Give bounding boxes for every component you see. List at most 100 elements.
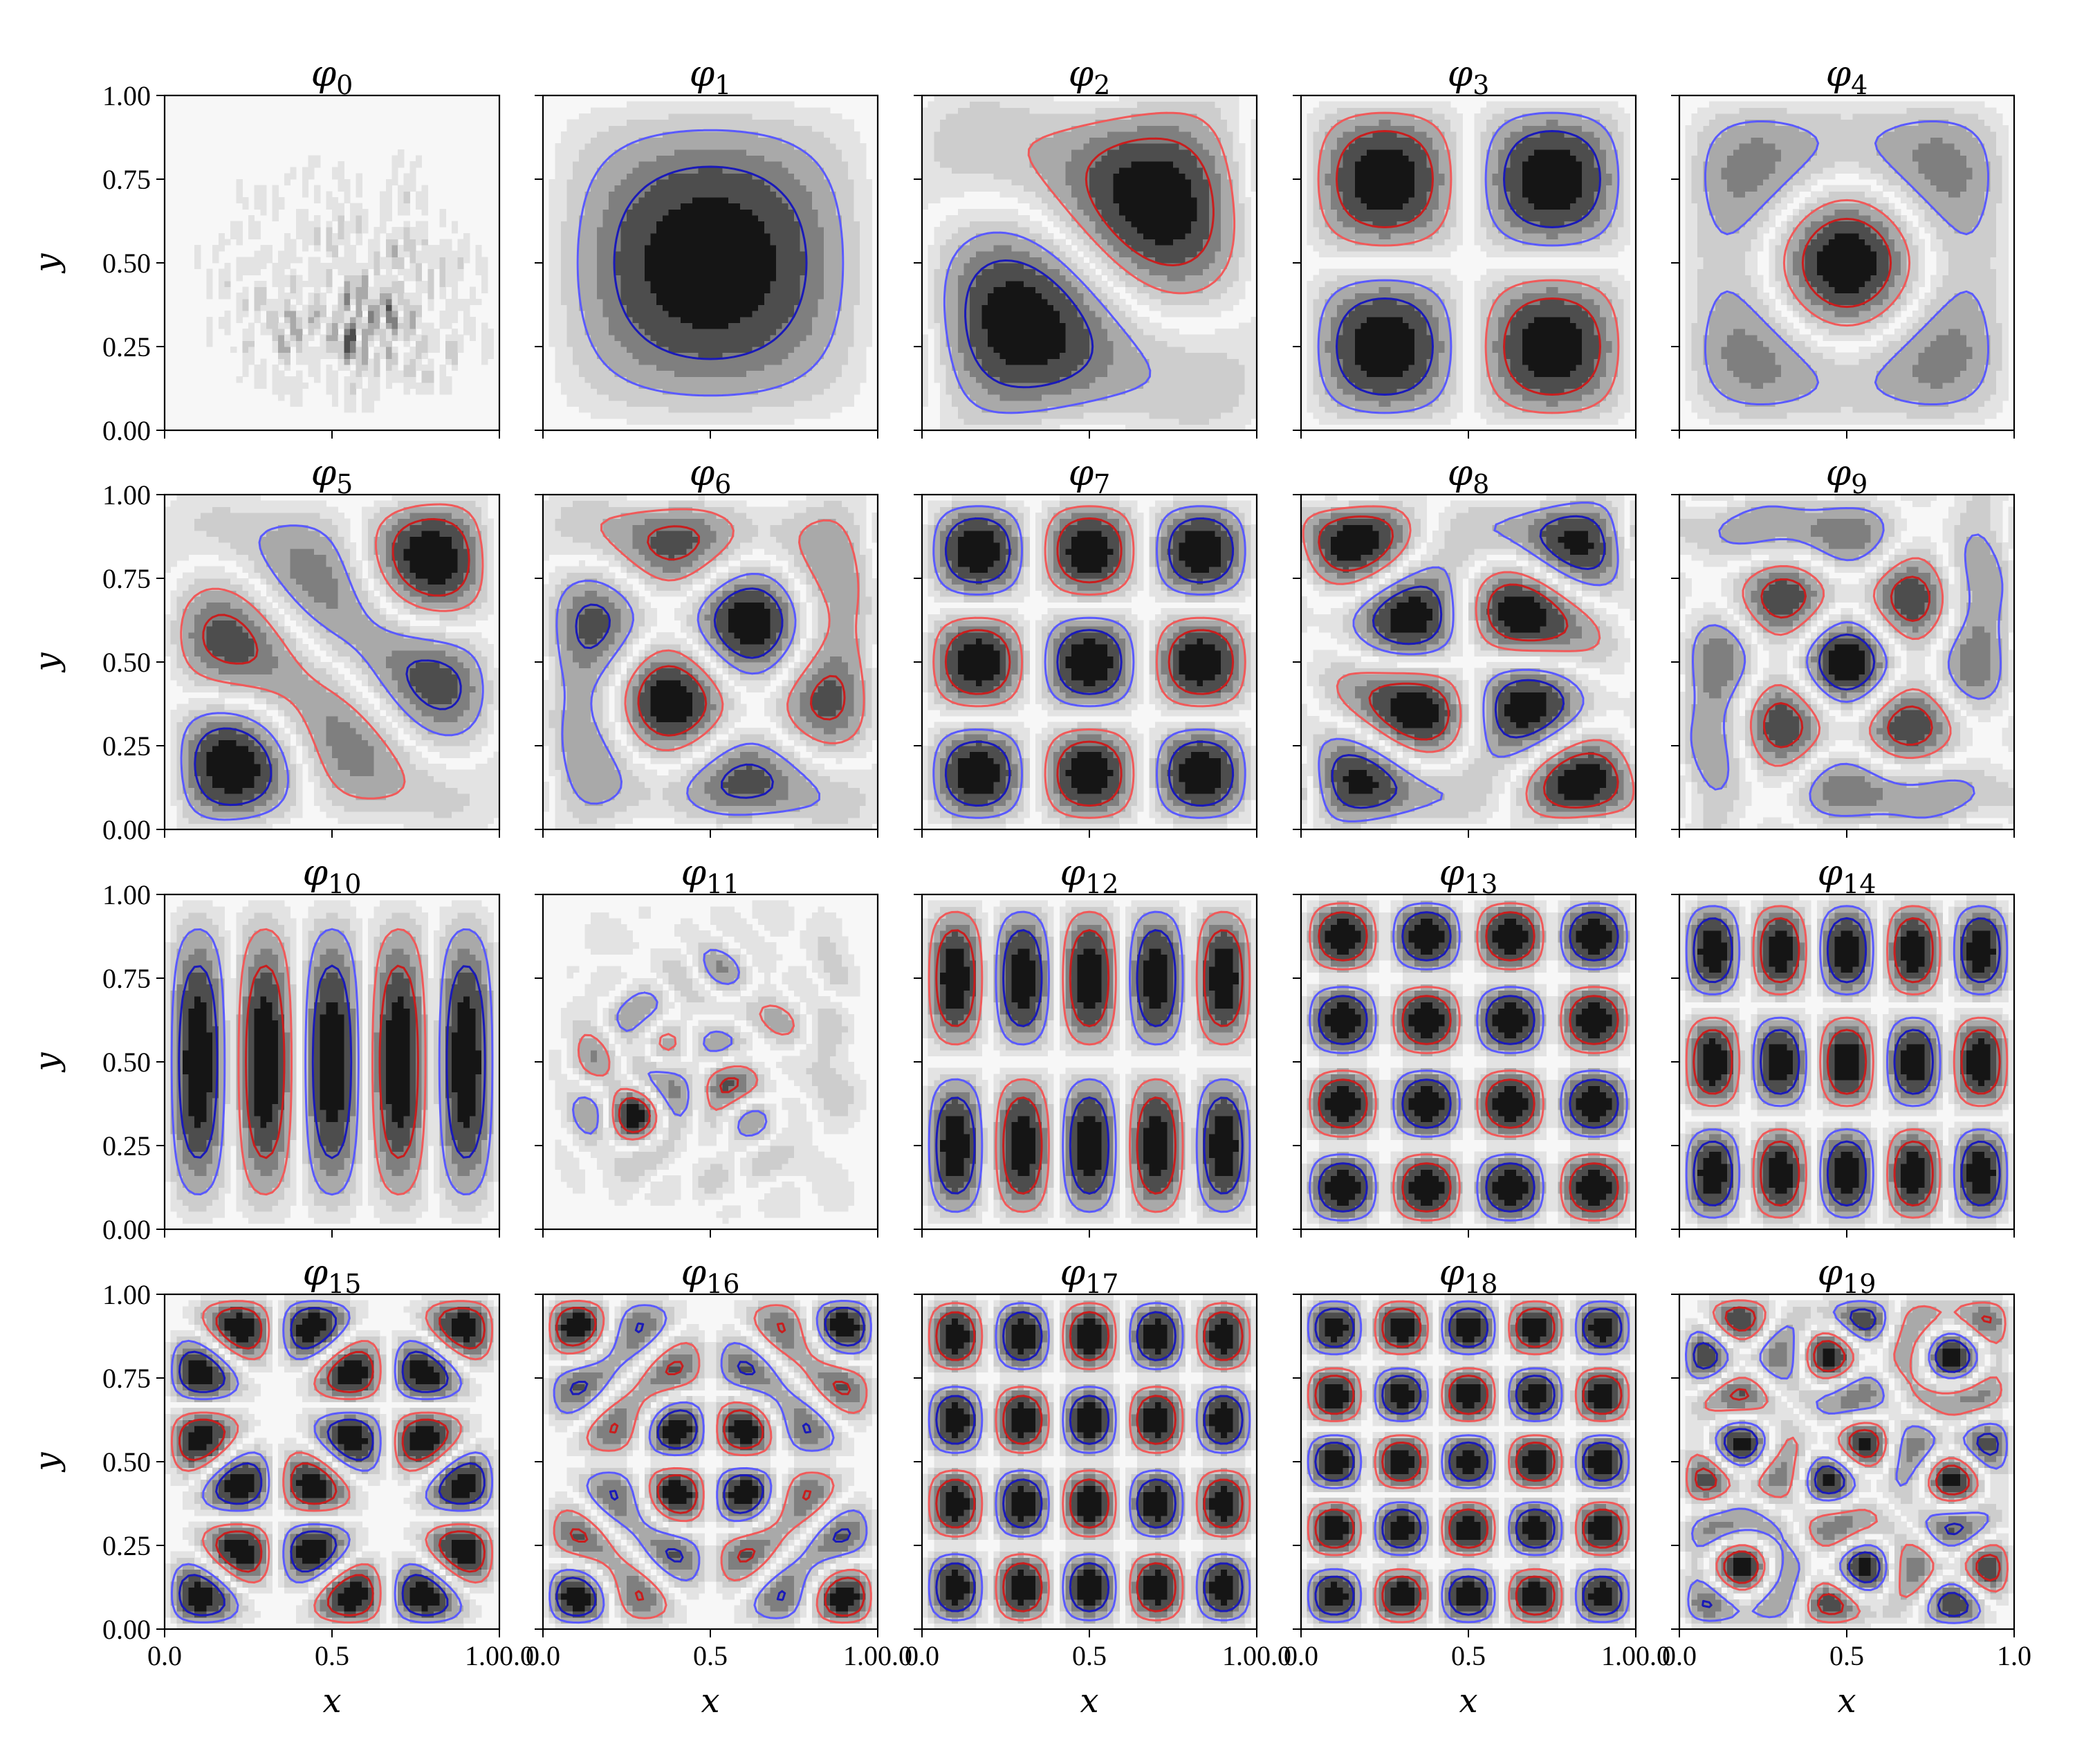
heatmap-cell: [344, 299, 350, 305]
heatmap-cell: [260, 191, 266, 197]
heatmap-cell: [326, 340, 332, 347]
heatmap-cell: [788, 371, 794, 377]
heatmap-cell: [255, 185, 261, 192]
heatmap-cell: [806, 389, 812, 395]
heatmap-cell: [445, 281, 452, 287]
heatmap-cell: [296, 275, 302, 281]
heatmap-cell: [386, 365, 392, 371]
heatmap-cell: [597, 389, 603, 395]
heatmap-cell: [409, 251, 416, 257]
heatmap-cell: [374, 358, 380, 365]
heatmap-cell: [356, 329, 362, 335]
heatmap-cell: [561, 383, 567, 389]
heatmap-cell: [332, 251, 338, 257]
heatmap-cell: [255, 233, 261, 239]
heatmap-cell: [609, 406, 615, 412]
heatmap-cell: [656, 358, 663, 365]
heatmap-cell: [273, 281, 279, 287]
heatmap-cell: [470, 322, 476, 329]
panel-title: φ0: [311, 53, 353, 100]
heatmap-cell: [651, 358, 657, 365]
heatmap-cell: [380, 203, 386, 210]
heatmap-cell: [440, 269, 446, 275]
heatmap-cell: [758, 401, 764, 407]
heatmap-cell: [812, 401, 818, 407]
heatmap-cell: [404, 329, 410, 335]
heatmap-cell: [242, 311, 248, 317]
heatmap-cell: [386, 257, 392, 263]
heatmap-cell: [409, 317, 416, 323]
heatmap-cell: [409, 239, 416, 245]
heatmap-cell: [344, 227, 350, 233]
heatmap-cell: [686, 412, 692, 419]
heatmap-cell: [207, 322, 213, 329]
heatmap-cell: [645, 401, 651, 407]
heatmap-cell: [458, 239, 464, 245]
heatmap-cell: [380, 305, 386, 311]
heatmap-cell: [362, 389, 368, 395]
heatmap-cell: [597, 401, 603, 407]
heatmap-cell: [362, 317, 368, 323]
heatmap-cell: [219, 239, 225, 245]
heatmap-cell: [362, 353, 368, 359]
heatmap-cell: [681, 371, 687, 377]
heatmap-cell: [627, 401, 633, 407]
heatmap-cell: [842, 371, 848, 377]
heatmap-cell: [237, 227, 243, 233]
heatmap-cell: [597, 394, 603, 401]
heatmap-cell: [290, 389, 297, 395]
heatmap-cell: [350, 347, 356, 353]
heatmap-cell: [627, 358, 633, 365]
heatmap-cell: [669, 383, 675, 389]
heatmap-cell: [746, 376, 753, 383]
heatmap-cell: [386, 293, 392, 299]
heatmap-cell: [380, 215, 386, 221]
heatmap-cell: [427, 257, 434, 263]
heatmap-cell: [278, 389, 284, 395]
heatmap-cell: [481, 275, 488, 281]
heatmap-cell: [278, 335, 284, 341]
heatmap-cell: [380, 293, 386, 299]
heatmap-cell: [585, 394, 591, 401]
heatmap-cell: [445, 340, 452, 347]
heatmap-cell: [609, 376, 615, 383]
heatmap-cell: [753, 383, 759, 389]
heatmap-cell: [770, 394, 776, 401]
heatmap-cell: [284, 173, 290, 179]
heatmap-cell: [740, 358, 746, 365]
heatmap-cell: [794, 394, 800, 401]
heatmap-cell: [296, 293, 302, 299]
heatmap-cell: [409, 233, 416, 239]
panel-title-symbol: φ: [690, 53, 715, 95]
heatmap-cell: [284, 293, 290, 299]
heatmap-cell: [704, 371, 710, 377]
heatmap-cell: [860, 371, 866, 377]
heatmap-cell: [374, 251, 380, 257]
heatmap-cell: [314, 305, 320, 311]
heatmap-cell: [836, 383, 842, 389]
heatmap-cell: [620, 401, 627, 407]
heatmap-cell: [255, 383, 261, 389]
heatmap-cell: [770, 358, 776, 365]
heatmap-cell: [391, 287, 398, 293]
heatmap-cell: [332, 340, 338, 347]
heatmap-cell: [374, 365, 380, 371]
heatmap-cell: [579, 376, 585, 383]
heatmap-cell: [753, 406, 759, 412]
heatmap-cell: [710, 412, 717, 419]
heatmap-cell: [681, 406, 687, 412]
heatmap-cell: [326, 335, 332, 341]
heatmap-cell: [391, 173, 398, 179]
heatmap-cell: [296, 383, 302, 389]
heatmap-cell: [620, 406, 627, 412]
heatmap-cell: [452, 358, 458, 365]
heatmap-cell: [398, 197, 404, 203]
heatmap-cell: [681, 376, 687, 383]
heatmap-cell: [248, 221, 255, 228]
heatmap-cell: [391, 353, 398, 359]
heatmap-cell: [248, 227, 255, 233]
heatmap-cell: [391, 365, 398, 371]
heatmap-cell: [237, 233, 243, 239]
heatmap-cell: [237, 299, 243, 305]
heatmap-cell: [692, 401, 699, 407]
